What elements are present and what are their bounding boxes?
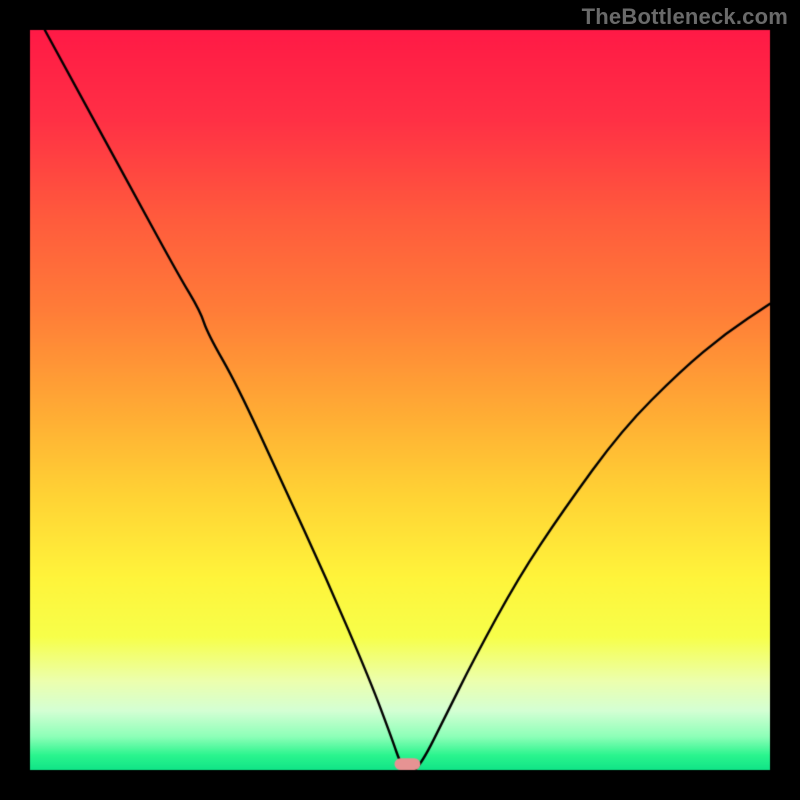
bottleneck-gradient-chart bbox=[0, 0, 800, 800]
watermark-label: TheBottleneck.com bbox=[582, 4, 788, 30]
